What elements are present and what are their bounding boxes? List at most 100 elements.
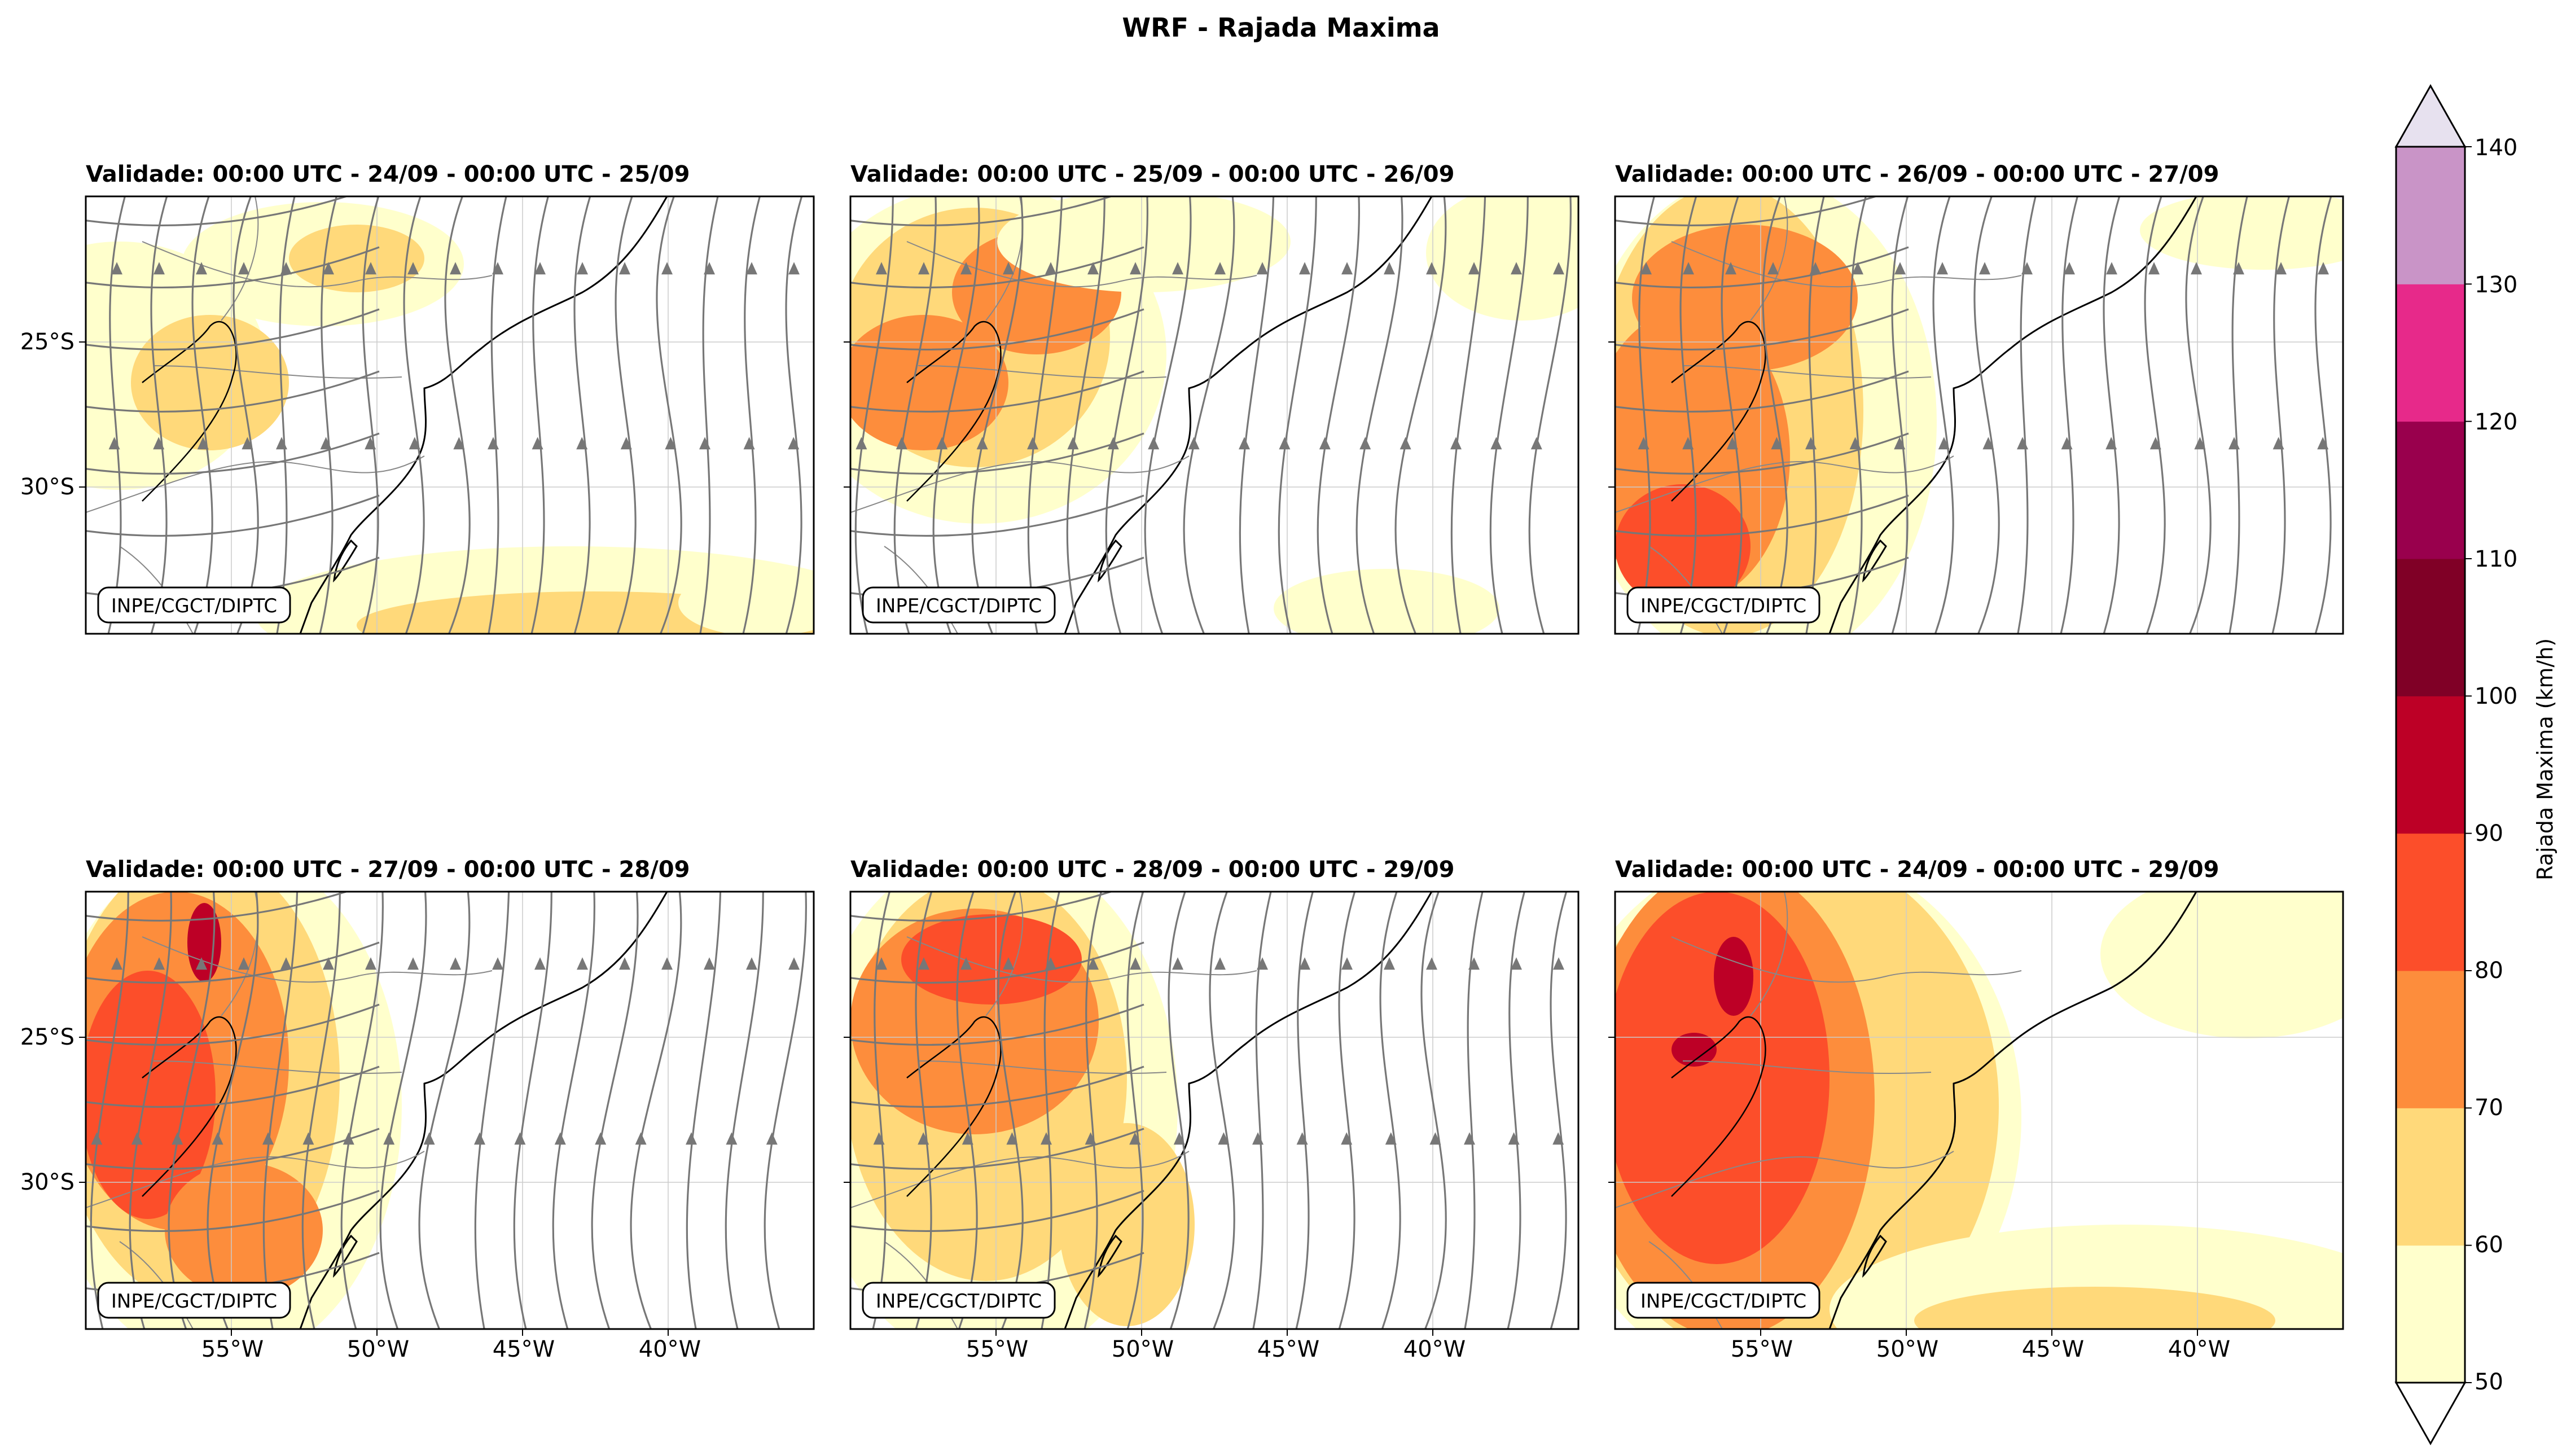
credit-label: INPE/CGCT/DIPTC bbox=[1640, 1290, 1806, 1313]
streamline-arrow bbox=[1508, 1132, 1520, 1145]
colorbar-tick-120: 120 bbox=[2475, 409, 2518, 435]
lon-label-50w-right: 50°W bbox=[1876, 1336, 1939, 1362]
streamline bbox=[86, 370, 380, 413]
streamline-arrow bbox=[1726, 437, 1738, 450]
streamline bbox=[764, 892, 807, 1329]
streamline-arrow bbox=[829, 1132, 840, 1144]
streamline-arrow bbox=[1979, 262, 1990, 275]
streamline-arrow bbox=[554, 1132, 566, 1145]
state-border bbox=[1671, 241, 2022, 288]
streamline-arrow bbox=[320, 437, 332, 450]
streamline-arrow bbox=[111, 957, 122, 970]
streamline bbox=[1105, 196, 1148, 634]
streamline-arrow bbox=[1003, 957, 1014, 970]
colorbar-band bbox=[2396, 147, 2465, 284]
streamline bbox=[1848, 196, 1867, 634]
streamline-arrow bbox=[856, 437, 867, 450]
streamline-arrow bbox=[1640, 262, 1652, 275]
streamline-arrow bbox=[1937, 262, 1948, 275]
colorbar-band bbox=[2396, 284, 2465, 422]
state-border bbox=[86, 1151, 425, 1208]
colorbar-band bbox=[2396, 559, 2465, 696]
streamline bbox=[850, 196, 852, 213]
streamline bbox=[301, 892, 341, 1329]
credit-label: INPE/CGCT/DIPTC bbox=[876, 595, 1042, 617]
streamline bbox=[86, 196, 349, 227]
streamline bbox=[86, 494, 380, 537]
streamline bbox=[971, 196, 1024, 634]
streamline-arrow bbox=[212, 1132, 223, 1145]
gust-contour bbox=[901, 914, 1082, 1005]
streamline bbox=[1450, 196, 1486, 634]
gust-contour bbox=[165, 1163, 323, 1298]
panel-title-5: Validade: 00:00 UTC - 28/09 - 00:00 UTC … bbox=[850, 857, 1455, 883]
streamline-arrow bbox=[1252, 1132, 1264, 1145]
map-frame bbox=[85, 891, 815, 1330]
streamline-arrow bbox=[2317, 437, 2329, 450]
streamline bbox=[2144, 196, 2166, 634]
streamline bbox=[1762, 196, 1788, 634]
streamline-arrow bbox=[450, 262, 461, 275]
streamline bbox=[1209, 892, 1235, 1329]
streamline bbox=[319, 196, 338, 634]
streamline-arrow bbox=[238, 957, 249, 970]
streamline-arrow bbox=[2318, 262, 2329, 275]
streamline-arrow bbox=[1511, 957, 1522, 970]
streamline bbox=[850, 1065, 1144, 1108]
streamline-arrow bbox=[69, 957, 80, 970]
lon-label-45w-mid: 45°W bbox=[1257, 1336, 1320, 1362]
lat-label-30s: 30°S bbox=[20, 474, 74, 500]
streamline-arrow bbox=[262, 1132, 274, 1145]
credit-label: INPE/CGCT/DIPTC bbox=[876, 1290, 1042, 1313]
streamline-arrow bbox=[409, 437, 420, 450]
streamline-arrow bbox=[743, 437, 755, 450]
colorbar-tick-60: 60 bbox=[2475, 1232, 2503, 1258]
streamline-arrow bbox=[2194, 437, 2206, 450]
streamline-arrow bbox=[1299, 957, 1310, 970]
state-border bbox=[1671, 936, 2022, 983]
streamline-arrow bbox=[1598, 262, 1609, 274]
streamline-arrow bbox=[2275, 262, 2287, 275]
streamline bbox=[168, 892, 216, 1329]
streamline-arrow bbox=[1299, 262, 1310, 275]
lagoon-outline bbox=[332, 539, 358, 583]
streamline-arrow bbox=[936, 437, 948, 450]
map-panel-6: INPE/CGCT/DIPTC bbox=[1608, 891, 2344, 1336]
streamline-arrow bbox=[665, 437, 677, 450]
streamline-arrow bbox=[918, 262, 929, 275]
streamline-arrow bbox=[111, 262, 122, 275]
streamline-arrow bbox=[960, 957, 972, 970]
streamline bbox=[232, 196, 259, 634]
gust-contour bbox=[1914, 1287, 2275, 1329]
gust-contour bbox=[1059, 1123, 1195, 1326]
lon-label-40w: 40°W bbox=[638, 1336, 701, 1362]
streamline-arrow bbox=[960, 262, 972, 275]
streamline-arrow bbox=[64, 437, 76, 449]
streamline bbox=[86, 892, 87, 909]
streamline bbox=[2314, 196, 2332, 634]
state-border bbox=[86, 455, 425, 513]
streamline bbox=[785, 196, 803, 634]
colorbar bbox=[2394, 84, 2472, 1446]
gust-contour bbox=[1672, 1033, 1717, 1067]
streamline-arrow bbox=[532, 437, 543, 450]
lon-label-55w: 55°W bbox=[201, 1336, 264, 1362]
streamline-arrow bbox=[1130, 957, 1141, 970]
lon-label-55w-right: 55°W bbox=[1730, 1336, 1793, 1362]
streamline-arrow bbox=[704, 957, 715, 970]
streamline bbox=[850, 432, 1144, 475]
streamline-arrow bbox=[1341, 1132, 1353, 1145]
colorbar-extend-min bbox=[2394, 1382, 2467, 1446]
colorbar-label: Rajada Maxima (km/h) bbox=[2533, 638, 2557, 880]
streamline-arrow bbox=[1490, 437, 1502, 450]
map-panel-5: INPE/CGCT/DIPTC bbox=[829, 891, 1580, 1336]
streamline-arrow bbox=[746, 262, 757, 275]
streamline-arrow bbox=[69, 262, 80, 274]
streamline-arrow bbox=[172, 1132, 183, 1145]
streamline bbox=[1550, 892, 1568, 1329]
streamline bbox=[1679, 196, 1697, 634]
state-border bbox=[985, 892, 1024, 1016]
streamline bbox=[129, 892, 172, 1329]
colorbar-extend-max bbox=[2394, 84, 2467, 148]
credit-label: INPE/CGCT/DIPTC bbox=[111, 1290, 277, 1313]
